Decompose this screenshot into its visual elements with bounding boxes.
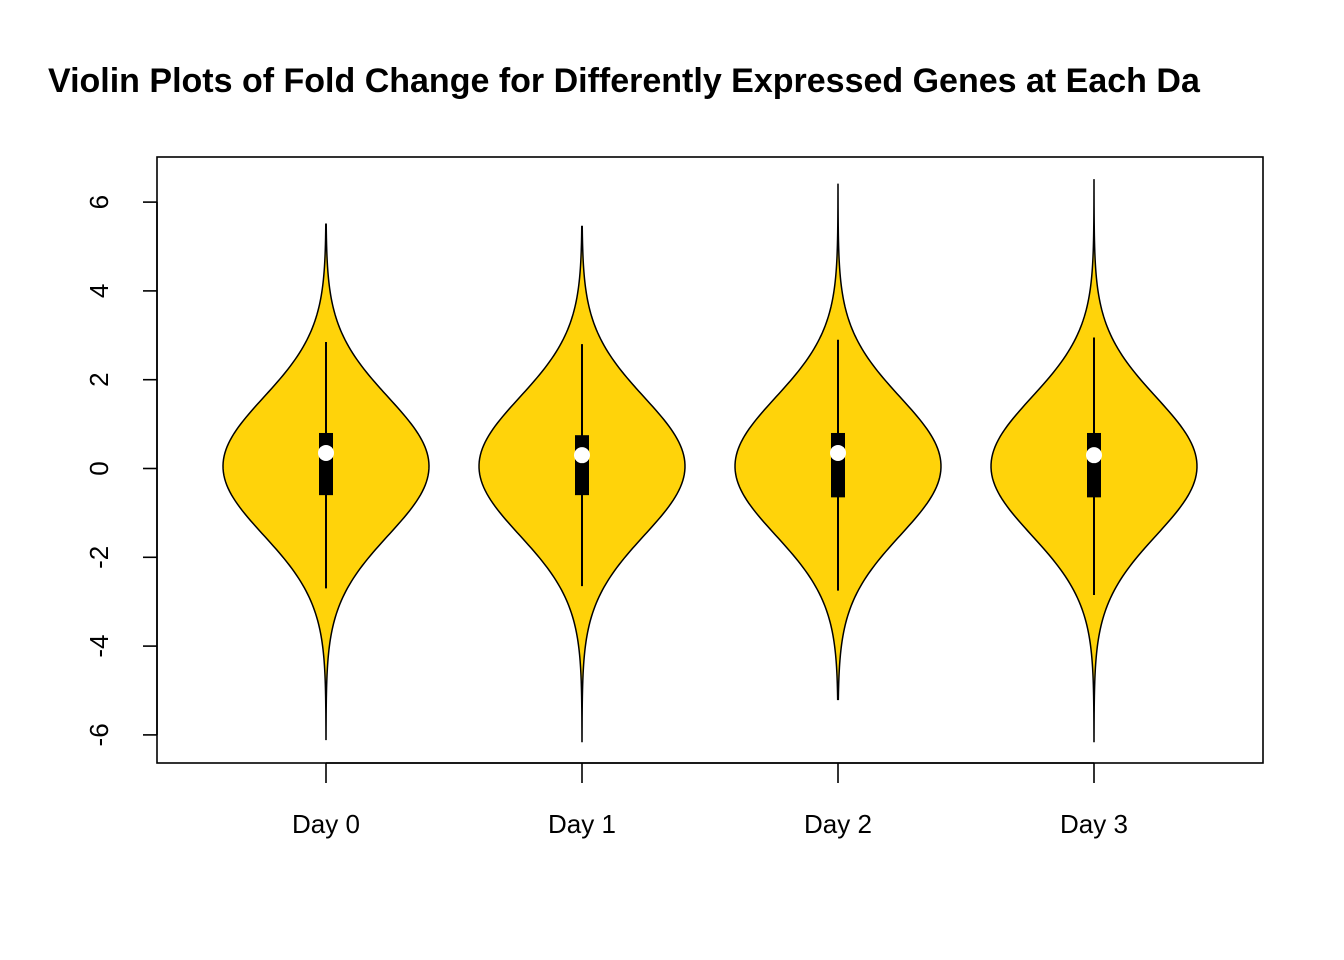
x-tick-label-0: Day 0	[292, 809, 360, 839]
violin-1	[478, 225, 686, 743]
violin-2	[734, 183, 942, 701]
y-tick-label-0: -6	[84, 723, 114, 746]
violin-median-3	[1086, 447, 1102, 464]
y-tick-label-5: 4	[84, 284, 114, 298]
violin-median-1	[574, 447, 590, 464]
violin-3	[990, 179, 1198, 743]
violin-0	[222, 223, 430, 741]
y-tick-label-6: 6	[84, 195, 114, 209]
violin-box-2	[831, 432, 845, 498]
y-tick-label-3: 0	[84, 461, 114, 475]
x-tick-label-1: Day 1	[548, 809, 616, 839]
y-tick-label-4: 2	[84, 372, 114, 386]
y-tick-label-1: -4	[84, 635, 114, 658]
chart-title: Violin Plots of Fold Change for Differen…	[48, 62, 1201, 100]
violin-box-0	[319, 432, 333, 496]
violin-box-3	[1087, 432, 1101, 498]
violins-layer	[222, 179, 1198, 743]
x-tick-label-2: Day 2	[804, 809, 872, 839]
x-tick-label-3: Day 3	[1060, 809, 1128, 839]
violin-median-2	[830, 444, 846, 461]
violin-median-0	[318, 444, 334, 461]
x-axis: Day 0 Day 1 Day 2 Day 3	[292, 762, 1128, 839]
y-tick-label-2: -2	[84, 546, 114, 569]
y-axis: -6 -4 -2 0 2 4 6	[84, 195, 158, 746]
violin-box-1	[575, 435, 589, 496]
